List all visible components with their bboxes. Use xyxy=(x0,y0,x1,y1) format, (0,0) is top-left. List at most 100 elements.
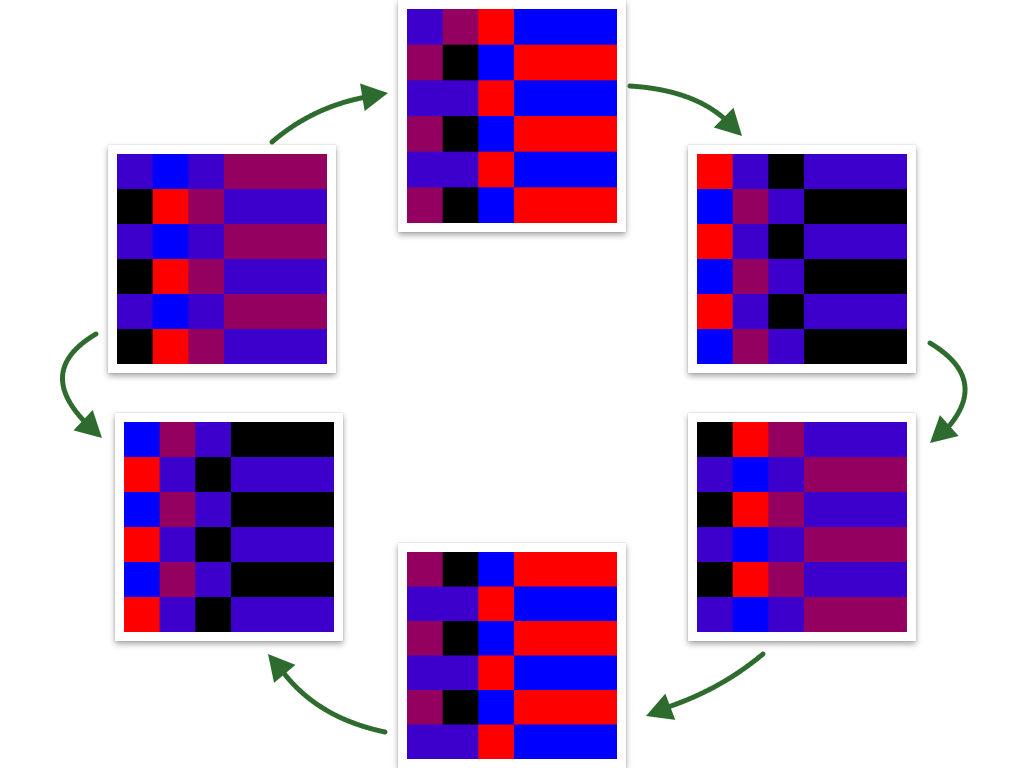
grid-cell xyxy=(478,621,515,656)
grid-cell xyxy=(117,294,154,330)
arrow-shaft xyxy=(60,331,99,425)
grid-cell xyxy=(188,294,225,330)
grid-cell xyxy=(407,9,444,46)
grid-cell xyxy=(513,586,617,622)
grid-cell xyxy=(513,44,617,81)
grid-cell xyxy=(117,189,154,225)
grid-cell xyxy=(117,329,154,364)
grid-cell xyxy=(159,562,196,598)
grid-cell xyxy=(159,492,196,528)
grid-cell xyxy=(513,187,617,223)
color-grid xyxy=(407,552,617,759)
grid-cell xyxy=(803,224,907,260)
color-grid xyxy=(124,422,334,632)
grid-cell xyxy=(697,224,734,260)
grid-cell xyxy=(513,655,617,691)
grid-cell xyxy=(407,724,444,759)
matrix-card-lower-left xyxy=(115,413,343,641)
grid-cell xyxy=(768,597,805,632)
grid-cell xyxy=(152,329,189,364)
grid-cell xyxy=(152,189,189,225)
arrow-shaft xyxy=(280,669,388,735)
grid-cell xyxy=(188,259,225,295)
grid-cell xyxy=(159,527,196,563)
grid-cell xyxy=(188,329,225,364)
grid-cell xyxy=(803,422,907,458)
grid-cell xyxy=(697,329,734,364)
arrow-upper-right-to-lower-right xyxy=(927,340,968,443)
grid-cell xyxy=(407,80,444,117)
grid-cell xyxy=(513,724,617,759)
grid-cell xyxy=(223,294,327,330)
grid-cell xyxy=(407,655,444,691)
grid-cell xyxy=(478,552,515,587)
grid-cell xyxy=(407,116,444,153)
grid-cell xyxy=(732,562,769,598)
arrow-head xyxy=(360,83,388,112)
grid-cell xyxy=(768,224,805,260)
grid-cell xyxy=(513,116,617,153)
grid-cell xyxy=(407,621,444,656)
arrow-head xyxy=(268,654,296,683)
grid-cell xyxy=(230,527,334,563)
matrix-card-lower-right xyxy=(688,413,916,641)
grid-cell xyxy=(407,690,444,725)
grid-cell xyxy=(697,562,734,598)
grid-cell xyxy=(803,329,907,364)
grid-cell xyxy=(697,492,734,528)
grid-cell xyxy=(442,655,479,691)
grid-cell xyxy=(230,562,334,598)
grid-cell xyxy=(697,527,734,563)
grid-cell xyxy=(230,492,334,528)
grid-cell xyxy=(478,690,515,725)
grid-cell xyxy=(803,457,907,493)
grid-cell xyxy=(230,597,334,632)
arrow-shaft xyxy=(927,340,968,428)
grid-cell xyxy=(478,80,515,117)
arrow-upper-left-to-top xyxy=(269,83,388,145)
grid-cell xyxy=(442,151,479,188)
grid-cell xyxy=(407,44,444,81)
grid-cell xyxy=(152,224,189,260)
grid-cell xyxy=(478,116,515,153)
grid-cell xyxy=(768,527,805,563)
grid-cell xyxy=(442,586,479,622)
grid-cell xyxy=(195,562,232,598)
grid-cell xyxy=(159,457,196,493)
grid-cell xyxy=(195,527,232,563)
grid-cell xyxy=(513,80,617,117)
grid-cell xyxy=(195,422,232,458)
grid-cell xyxy=(442,116,479,153)
grid-cell xyxy=(803,492,907,528)
grid-cell xyxy=(732,457,769,493)
grid-cell xyxy=(442,44,479,81)
color-grid xyxy=(697,422,907,632)
grid-cell xyxy=(513,690,617,725)
grid-cell xyxy=(117,154,154,190)
grid-cell xyxy=(117,224,154,260)
grid-cell xyxy=(478,151,515,188)
grid-cell xyxy=(732,527,769,563)
grid-cell xyxy=(768,422,805,458)
grid-cell xyxy=(152,154,189,190)
grid-cell xyxy=(223,189,327,225)
arrow-head xyxy=(73,409,102,438)
grid-cell xyxy=(697,189,734,225)
grid-cell xyxy=(223,259,327,295)
grid-cell xyxy=(188,189,225,225)
grid-cell xyxy=(124,422,161,458)
grid-cell xyxy=(803,294,907,330)
grid-cell xyxy=(478,9,515,46)
grid-cell xyxy=(803,562,907,598)
grid-cell xyxy=(442,80,479,117)
grid-cell xyxy=(697,154,734,190)
grid-cell xyxy=(768,562,805,598)
grid-cell xyxy=(803,259,907,295)
grid-cell xyxy=(117,259,154,295)
grid-cell xyxy=(230,422,334,458)
grid-cell xyxy=(442,724,479,759)
grid-cell xyxy=(478,44,515,81)
arrow-shaft xyxy=(662,651,766,711)
grid-cell xyxy=(803,189,907,225)
